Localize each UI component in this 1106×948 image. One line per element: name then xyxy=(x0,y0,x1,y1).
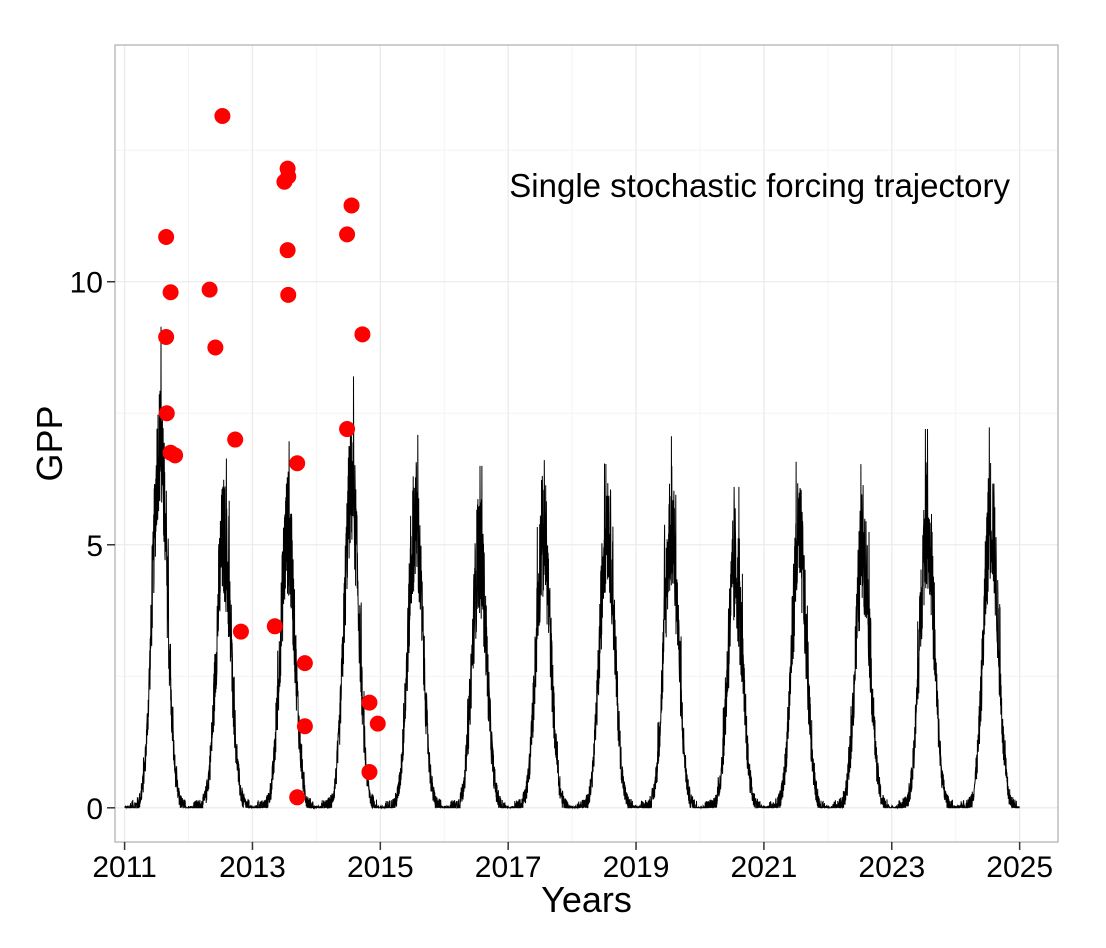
observation-point xyxy=(201,281,218,298)
observation-point xyxy=(266,618,283,635)
observation-point xyxy=(289,455,306,472)
y-tick-label: 0 xyxy=(86,793,103,826)
observation-point xyxy=(354,326,371,343)
x-tick-label: 2021 xyxy=(731,851,798,884)
x-tick-label: 2011 xyxy=(92,851,157,884)
y-axis-title: GPP xyxy=(29,405,70,481)
x-tick-label: 2015 xyxy=(347,851,414,884)
y-axis: 0 5 10 xyxy=(70,267,115,826)
observation-point xyxy=(339,421,356,438)
observation-point xyxy=(279,242,296,259)
observation-point xyxy=(296,718,313,735)
observation-point xyxy=(343,197,360,214)
observation-point xyxy=(158,405,175,422)
observation-point xyxy=(280,286,297,303)
x-axis: 2011 2013 2015 2017 2019 2021 2023 2025 xyxy=(92,842,1053,884)
observation-point xyxy=(339,226,356,243)
observation-point xyxy=(232,623,249,640)
observation-point xyxy=(289,789,306,806)
gpp-line-series xyxy=(124,326,1020,810)
x-tick-label: 2013 xyxy=(219,851,286,884)
observation-point xyxy=(296,655,313,672)
chart-annotation: Single stochastic forcing trajectory xyxy=(509,167,1010,204)
x-tick-label: 2019 xyxy=(603,851,670,884)
observation-point xyxy=(162,284,179,301)
observation-point xyxy=(158,229,175,246)
x-tick-label: 2023 xyxy=(858,851,925,884)
grid-layer xyxy=(115,45,1058,842)
gpp-trajectory-line xyxy=(124,326,1020,810)
plot-panel-border xyxy=(114,44,1059,843)
observation-point xyxy=(207,339,224,356)
y-tick-label: 10 xyxy=(70,267,103,300)
x-axis-title: Years xyxy=(541,879,632,920)
observation-point xyxy=(158,328,175,345)
observation-point xyxy=(369,715,386,732)
observation-point xyxy=(280,168,297,185)
x-tick-label: 2025 xyxy=(986,851,1053,884)
observation-point xyxy=(361,764,378,781)
observation-point xyxy=(167,447,184,464)
observation-point xyxy=(361,694,378,711)
x-tick-label: 2017 xyxy=(475,851,542,884)
observation-point xyxy=(227,431,244,448)
observation-point xyxy=(214,108,231,125)
gpp-point-series xyxy=(158,108,386,806)
y-tick-label: 5 xyxy=(86,530,103,563)
